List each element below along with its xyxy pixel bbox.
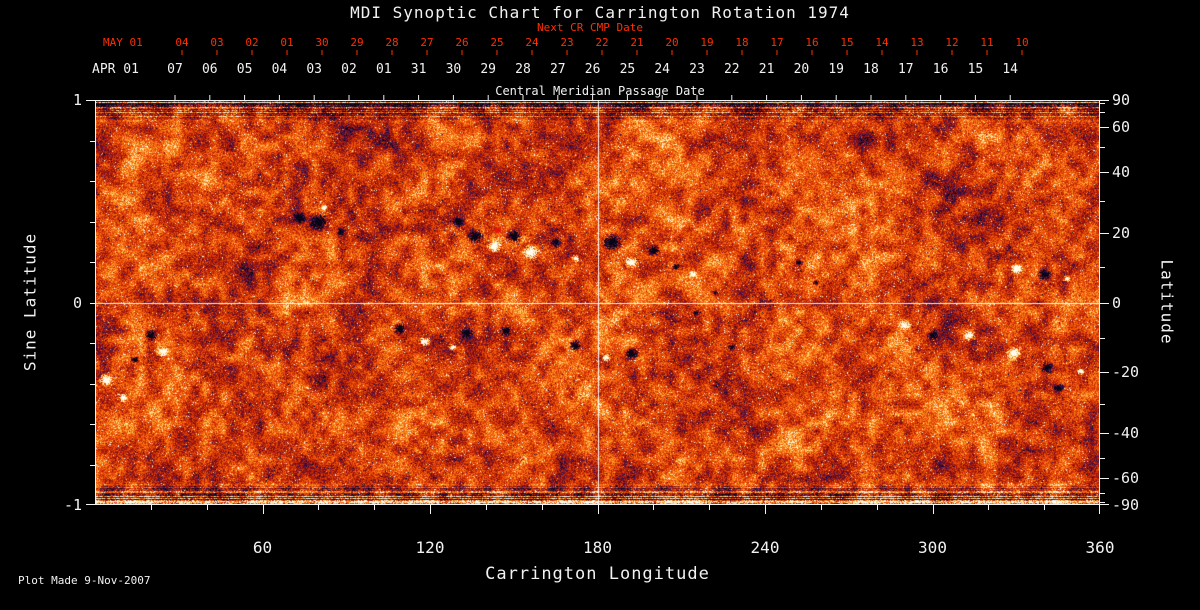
next-cr-day: 27	[420, 36, 434, 49]
next-cr-day: 30	[315, 36, 329, 49]
next-cr-day: 13	[910, 36, 924, 49]
current-cr-day: 14	[1002, 62, 1019, 77]
current-cr-day: 19	[828, 62, 845, 77]
next-cr-day: 14	[875, 36, 889, 49]
x-tick-label: 360	[1085, 538, 1115, 557]
next-cr-day: 12	[945, 36, 959, 49]
next-cr-day: 26	[455, 36, 469, 49]
next-cr-day: 28	[385, 36, 399, 49]
current-cr-day: 28	[515, 62, 531, 77]
current-cr-month-label: APR 01	[92, 62, 139, 77]
current-cr-day: 25	[619, 62, 636, 77]
next-cr-day: 18	[735, 36, 749, 49]
plot-made-timestamp: Plot Made 9-Nov-2007	[18, 574, 151, 587]
x-tick-label: 180	[583, 538, 612, 557]
next-cr-day: 03	[210, 36, 224, 49]
current-cr-day: 05	[236, 62, 253, 77]
next-cr-day: 11	[980, 36, 994, 49]
x-axis-title: Carrington Longitude	[485, 564, 710, 584]
x-tick-label: 120	[415, 538, 445, 557]
current-cr-day: 20	[793, 62, 810, 77]
current-cr-day: 02	[341, 62, 357, 77]
next-cr-day: 22	[595, 36, 609, 49]
next-cr-day: 21	[630, 36, 644, 49]
current-cr-day: 30	[445, 62, 462, 77]
current-cr-day: 16	[932, 62, 949, 77]
current-cr-day: 17	[897, 62, 914, 77]
current-cr-day: 26	[584, 62, 601, 77]
right-tick-label: 20	[1112, 224, 1131, 243]
x-tick-label: 240	[750, 538, 780, 557]
chart-title: MDI Synoptic Chart for Carrington Rotati…	[350, 3, 850, 22]
x-tick-label: 300	[918, 538, 947, 557]
next-cr-month-label: MAY 01	[103, 36, 143, 49]
current-cr-day: 03	[306, 62, 323, 77]
current-cr-day: 27	[549, 62, 566, 77]
magnetogram-image	[95, 100, 1100, 505]
next-cr-day: 25	[490, 36, 504, 49]
next-cr-day: 15	[840, 36, 854, 49]
right-axis-title: Latitude	[1157, 259, 1177, 345]
left-tick-label: -1	[63, 496, 82, 514]
current-cr-day: 06	[201, 62, 218, 77]
right-tick-label: 90	[1112, 91, 1131, 109]
next-cr-day: 01	[280, 36, 294, 49]
current-cr-day: 21	[758, 62, 775, 77]
right-tick-label: 40	[1112, 163, 1131, 182]
current-cr-day: 18	[863, 62, 879, 77]
next-cr-cmp-date-label: Next CR CMP Date	[537, 21, 643, 34]
current-cr-day: 07	[167, 62, 183, 77]
right-tick-label: -40	[1112, 423, 1140, 442]
next-cr-day: 23	[560, 36, 574, 49]
right-tick-label: -90	[1112, 496, 1140, 514]
right-tick-label: -60	[1112, 468, 1140, 487]
left-tick-label: 0	[72, 293, 82, 312]
current-cr-day: 31	[410, 62, 427, 77]
next-cr-day: 16	[805, 36, 819, 49]
current-cr-day: 15	[967, 62, 984, 77]
left-axis-title: Sine Latitude	[20, 232, 40, 372]
current-cr-day: 23	[689, 62, 705, 77]
next-cr-day: 02	[245, 36, 259, 49]
next-cr-day: 10	[1015, 36, 1029, 49]
current-cr-day: 22	[723, 62, 740, 77]
next-cr-day: 29	[350, 36, 364, 49]
next-cr-day: 24	[525, 36, 539, 49]
next-cr-day: 20	[665, 36, 679, 49]
right-tick-label: 0	[1112, 293, 1122, 312]
current-cr-day: 29	[480, 62, 497, 77]
current-cr-day: 04	[271, 62, 288, 77]
current-cr-day: 01	[375, 62, 392, 77]
next-cr-day: 19	[700, 36, 714, 49]
next-cr-day: 04	[175, 36, 189, 49]
current-cr-day: 24	[654, 62, 671, 77]
next-cr-day: 17	[770, 36, 784, 49]
right-tick-label: 60	[1112, 118, 1131, 137]
left-tick-label: 1	[72, 91, 82, 109]
right-tick-label: -20	[1112, 362, 1140, 381]
x-tick-label: 60	[252, 538, 273, 557]
central-meridian-passage-date-label: Central Meridian Passage Date	[495, 84, 705, 98]
